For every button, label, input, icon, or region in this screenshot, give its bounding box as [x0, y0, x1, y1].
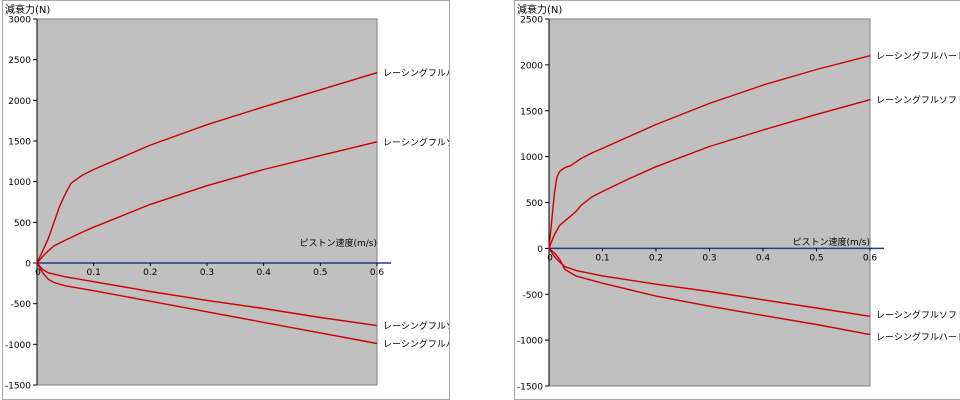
x-tick-label: 0.6: [863, 253, 878, 263]
x-tick-label: 0: [547, 253, 553, 263]
plot-area: [36, 18, 378, 386]
y-tick-label: -1500: [517, 383, 543, 393]
series-label: レーシングフルハード: [383, 338, 449, 350]
y-tick-label: 2000: [8, 97, 31, 107]
x-axis-title: ピストン速度(m/s): [299, 237, 377, 249]
y-tick-label: 1500: [8, 138, 31, 148]
series-line: [548, 55, 871, 249]
series-label: レーシングフルソフト: [383, 320, 449, 332]
y-tick-label: -1000: [517, 337, 543, 347]
series-label: レーシングフルハード: [876, 50, 960, 62]
plot-area: [548, 18, 871, 387]
x-axis-title: ピストン速度(m/s): [792, 236, 870, 248]
series-label: レーシングフルハード: [876, 331, 960, 343]
y-tick-label: 2500: [520, 16, 543, 26]
chart-panel-right: 2500 2000 1500 1000 500 0 -500 -1000 -1500 0 0.1 0.…: [514, 0, 960, 400]
y-tick-label: -500: [11, 300, 32, 310]
x-tick-label: 0.4: [257, 268, 272, 278]
series-line: [548, 247, 871, 336]
y-tick-label: -500: [523, 291, 544, 301]
y-tick-label: -1500: [5, 382, 31, 392]
chart-left: 3000 2500 2000 1500 1000 500 0 -500 -1000 -1500 0 0…: [5, 3, 449, 392]
series-label: レーシングフルソフト: [876, 94, 960, 106]
y-tick-label: -1000: [5, 341, 31, 351]
x-tick-label: 0.2: [649, 253, 663, 263]
series-line: [548, 248, 871, 317]
y-tick-label: 1500: [520, 107, 543, 117]
series-label: レーシングフルソフト: [876, 309, 960, 321]
x-tick-label: 0.6: [370, 268, 385, 278]
series-line: [36, 72, 378, 264]
x-tick-label: 0.2: [143, 268, 157, 278]
x-tick-label: 0: [35, 268, 41, 278]
series-line: [36, 262, 378, 327]
y-tick-label: 0: [25, 260, 31, 270]
y-axis-title: 減衰力(N): [517, 3, 562, 16]
y-tick-label: 500: [526, 199, 543, 209]
series-label: レーシングフルソフト: [383, 136, 449, 148]
y-tick-label: 2000: [520, 61, 543, 71]
x-tick-label: 0.5: [809, 253, 823, 263]
y-tick-label: 3000: [8, 16, 31, 26]
x-tick-label: 0.4: [756, 253, 771, 263]
x-tick-label: 0.3: [702, 253, 716, 263]
y-tick-label: 0: [537, 245, 543, 255]
series-line: [36, 262, 378, 345]
chart-panel-left: 3000 2500 2000 1500 1000 500 0 -500 -1000 -1500 0 0…: [2, 0, 450, 400]
y-tick-label: 500: [14, 219, 31, 229]
series-line: [548, 99, 871, 249]
y-tick-label: 1000: [520, 153, 543, 163]
y-tick-label: 1000: [8, 178, 31, 188]
chart-right: 2500 2000 1500 1000 500 0 -500 -1000 -1500 0 0.1 0.…: [517, 3, 960, 393]
x-tick-label: 0.5: [313, 268, 327, 278]
x-tick-label: 0.1: [87, 268, 101, 278]
x-tick-label: 0.3: [200, 268, 214, 278]
series-line: [36, 141, 378, 264]
y-tick-label: 2500: [8, 56, 31, 66]
series-label: レーシングフルハード: [383, 67, 449, 79]
y-axis-title: 減衰力(N): [5, 3, 50, 16]
x-tick-label: 0.1: [595, 253, 609, 263]
